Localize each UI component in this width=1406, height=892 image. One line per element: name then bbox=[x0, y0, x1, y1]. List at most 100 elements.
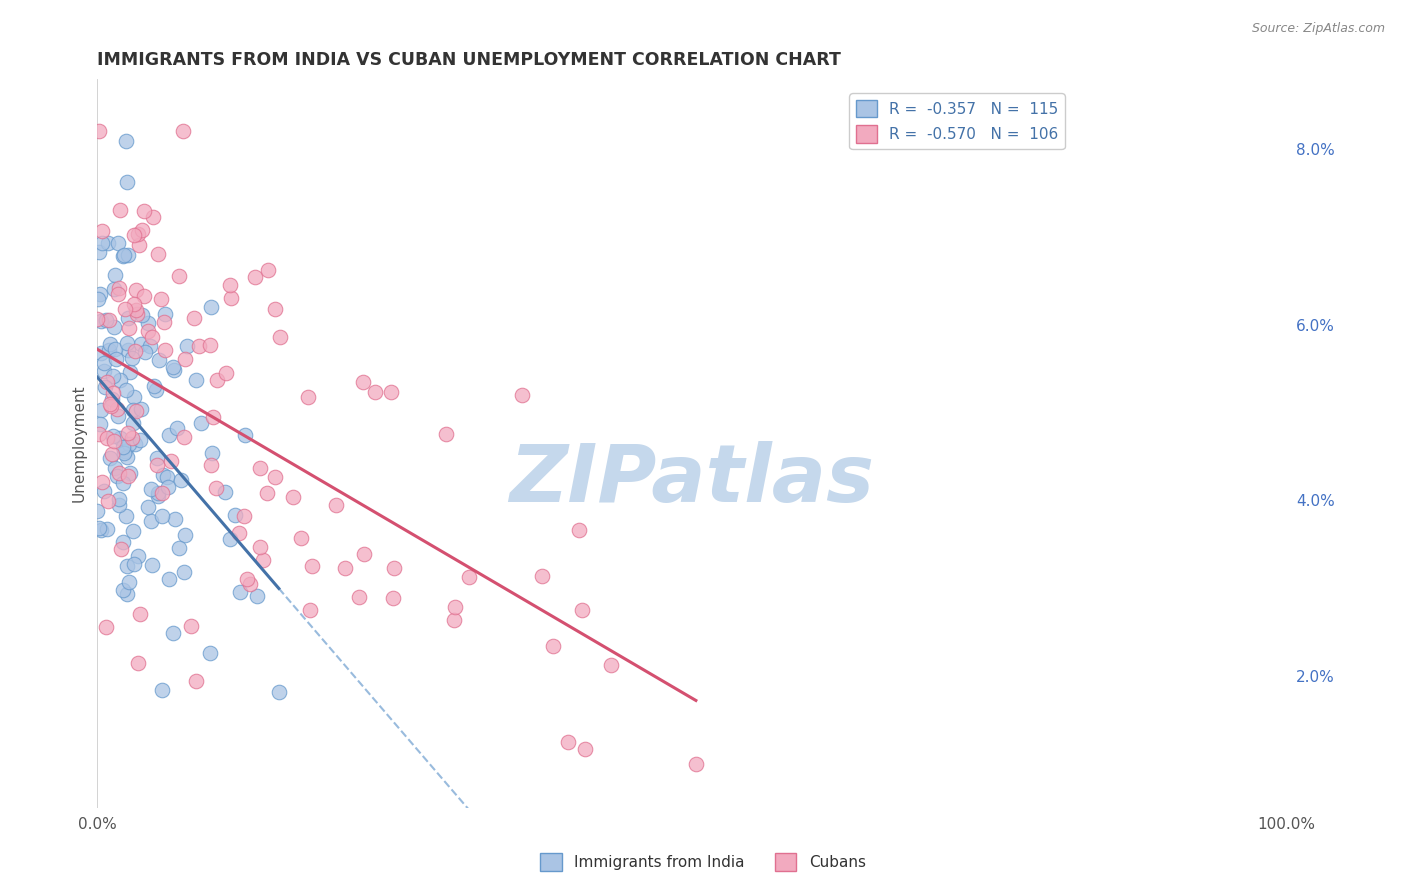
Point bbox=[245, 269, 267, 284]
Point bbox=[125, 303, 148, 318]
Point bbox=[93, 363, 115, 377]
Point bbox=[249, 461, 271, 475]
Point bbox=[127, 656, 149, 670]
Point bbox=[214, 485, 236, 500]
Point bbox=[89, 521, 111, 535]
Point bbox=[112, 440, 135, 454]
Point bbox=[138, 500, 160, 514]
Point bbox=[118, 575, 141, 590]
Point bbox=[111, 534, 134, 549]
Point bbox=[97, 236, 120, 251]
Point bbox=[87, 124, 110, 138]
Point bbox=[107, 287, 129, 301]
Point bbox=[121, 402, 143, 417]
Point bbox=[125, 403, 148, 417]
Point bbox=[180, 619, 202, 633]
Legend: R =  -0.357   N =  115, R =  -0.570   N =  106: R = -0.357 N = 115, R = -0.570 N = 106 bbox=[849, 94, 1064, 149]
Text: IMMIGRANTS FROM INDIA VS CUBAN UNEMPLOYMENT CORRELATION CHART: IMMIGRANTS FROM INDIA VS CUBAN UNEMPLOYM… bbox=[97, 51, 841, 69]
Point bbox=[150, 509, 173, 524]
Point bbox=[380, 385, 402, 400]
Point bbox=[256, 263, 278, 277]
Point bbox=[108, 491, 131, 506]
Point bbox=[97, 312, 120, 326]
Point bbox=[122, 227, 145, 242]
Point bbox=[142, 210, 165, 224]
Point bbox=[200, 338, 222, 352]
Point bbox=[202, 409, 225, 424]
Point bbox=[115, 175, 138, 189]
Point bbox=[145, 383, 167, 397]
Point bbox=[103, 386, 125, 401]
Point bbox=[148, 489, 170, 503]
Legend: Immigrants from India, Cubans: Immigrants from India, Cubans bbox=[534, 847, 872, 877]
Point bbox=[105, 352, 128, 367]
Point bbox=[146, 485, 169, 500]
Point bbox=[105, 469, 128, 483]
Point bbox=[101, 429, 124, 443]
Point bbox=[347, 590, 370, 604]
Point bbox=[90, 402, 112, 417]
Point bbox=[200, 458, 222, 472]
Point bbox=[98, 396, 121, 410]
Point bbox=[104, 268, 127, 282]
Point bbox=[167, 541, 190, 555]
Point bbox=[127, 549, 149, 563]
Point bbox=[90, 524, 112, 538]
Point bbox=[246, 589, 269, 603]
Point bbox=[121, 351, 143, 366]
Point bbox=[129, 402, 152, 417]
Point bbox=[117, 310, 139, 325]
Point bbox=[128, 607, 150, 621]
Point bbox=[150, 486, 173, 500]
Point bbox=[233, 428, 256, 442]
Point bbox=[443, 613, 465, 627]
Point bbox=[141, 330, 163, 344]
Point bbox=[149, 293, 172, 307]
Point bbox=[685, 756, 707, 771]
Point bbox=[122, 297, 145, 311]
Point bbox=[267, 685, 290, 699]
Point bbox=[145, 458, 167, 473]
Point bbox=[127, 307, 149, 321]
Point bbox=[105, 402, 128, 417]
Point bbox=[100, 399, 122, 413]
Point bbox=[107, 409, 129, 423]
Point bbox=[228, 525, 250, 540]
Point bbox=[101, 369, 124, 384]
Point bbox=[108, 466, 131, 480]
Point bbox=[157, 480, 180, 494]
Point bbox=[169, 269, 191, 284]
Point bbox=[163, 512, 186, 526]
Point bbox=[117, 586, 139, 600]
Point bbox=[107, 281, 129, 295]
Point bbox=[96, 375, 118, 389]
Point bbox=[132, 203, 155, 218]
Point bbox=[264, 301, 287, 316]
Point bbox=[110, 541, 132, 556]
Point bbox=[574, 742, 596, 756]
Point bbox=[176, 339, 198, 353]
Point bbox=[127, 227, 149, 241]
Point bbox=[530, 569, 553, 583]
Point bbox=[104, 343, 127, 357]
Point bbox=[299, 603, 322, 617]
Point bbox=[198, 647, 221, 661]
Point bbox=[86, 292, 108, 306]
Point bbox=[115, 509, 138, 524]
Point bbox=[103, 282, 125, 296]
Point bbox=[139, 339, 162, 353]
Point bbox=[152, 468, 174, 483]
Point bbox=[94, 620, 117, 634]
Point bbox=[94, 312, 117, 326]
Point bbox=[364, 384, 387, 399]
Point bbox=[163, 363, 186, 377]
Point bbox=[118, 320, 141, 334]
Point bbox=[352, 375, 374, 389]
Point bbox=[91, 475, 114, 490]
Point bbox=[381, 591, 404, 605]
Point bbox=[541, 639, 564, 653]
Point bbox=[510, 388, 533, 402]
Point bbox=[111, 249, 134, 263]
Point bbox=[157, 428, 180, 442]
Point bbox=[148, 247, 170, 261]
